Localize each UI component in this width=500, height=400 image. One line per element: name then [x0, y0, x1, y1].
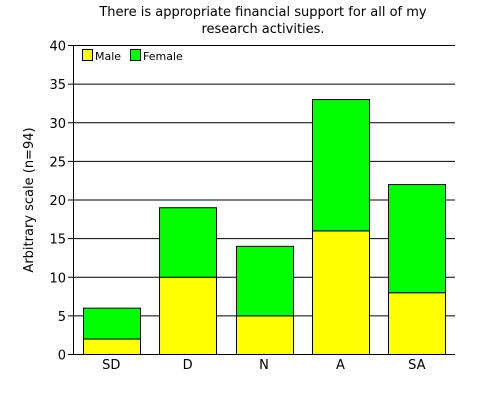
axes	[73, 45, 455, 355]
legend-swatch-female	[130, 49, 141, 61]
title-line-1: There is appropriate financial support f…	[98, 5, 427, 20]
y-tick-labels: 0 5 10 15 20 25 30 35 40	[49, 40, 73, 364]
bar-sa-male	[388, 292, 446, 356]
chart-title: There is appropriate financial support f…	[98, 5, 427, 37]
y-axis-label: Arbitrary scale (n=94)	[22, 127, 37, 272]
legend: Male Female	[82, 49, 183, 63]
y-tick-label-40: 40	[49, 40, 66, 55]
title-line-2: research activities.	[201, 22, 324, 37]
grid-lines	[73, 45, 455, 317]
y-tick-label-30: 30	[49, 117, 66, 132]
legend-label-male: Male	[95, 50, 121, 63]
bar-a-male	[312, 230, 370, 355]
y-tick-label-10: 10	[49, 271, 66, 286]
bar-n-male	[236, 315, 294, 355]
y-tick-label-15: 15	[49, 233, 66, 248]
y-tick-label-35: 35	[49, 78, 66, 93]
bar-sd-male	[83, 338, 141, 355]
bar-d-male	[159, 276, 217, 355]
x-tick-label-d: D	[183, 358, 193, 373]
y-tick-label-20: 20	[49, 194, 66, 209]
legend-swatch-male	[82, 49, 93, 61]
x-tick-label-a: A	[336, 358, 345, 373]
legend-label-female: Female	[143, 50, 183, 63]
y-tick-label-0: 0	[58, 349, 66, 364]
x-tick-labels: SD D N A SA	[102, 358, 426, 373]
x-tick-label-sd: SD	[102, 358, 120, 373]
bar-stacks	[83, 99, 446, 356]
bar-n-female	[236, 245, 294, 317]
y-tick-label-25: 25	[49, 155, 66, 170]
x-tick-label-n: N	[259, 358, 269, 373]
bar-sd-female	[83, 307, 141, 340]
bar-a-female	[312, 99, 370, 232]
x-tick-label-sa: SA	[408, 358, 425, 373]
bar-d-female	[159, 207, 217, 278]
bar-sa-female	[388, 184, 446, 294]
y-tick-label-5: 5	[58, 310, 66, 325]
